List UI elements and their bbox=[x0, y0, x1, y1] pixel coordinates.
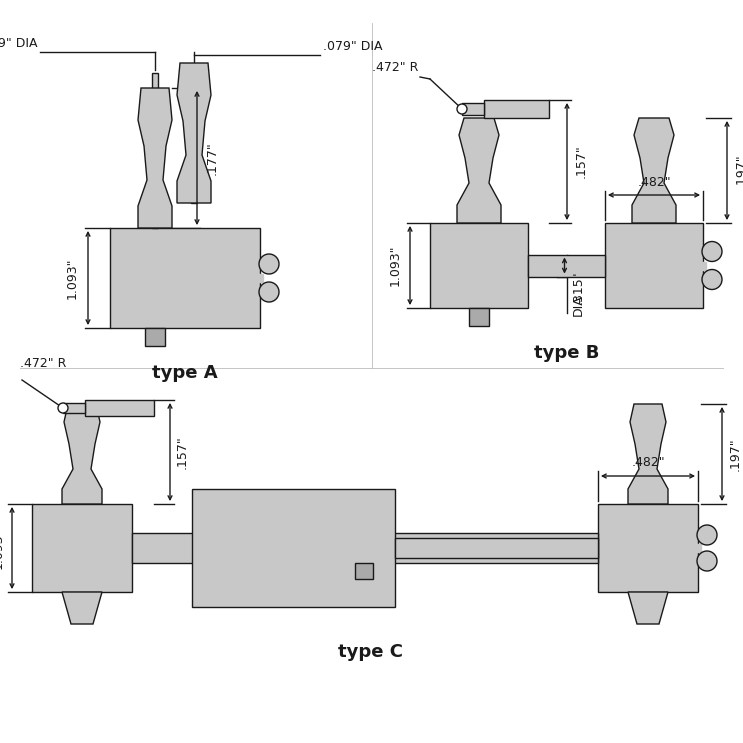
Bar bbox=[484, 100, 549, 118]
Bar bbox=[191, 73, 197, 203]
Bar bbox=[192, 489, 395, 607]
Circle shape bbox=[457, 104, 467, 114]
Polygon shape bbox=[457, 118, 501, 223]
Circle shape bbox=[702, 270, 722, 290]
Text: 1.093": 1.093" bbox=[389, 244, 401, 286]
Bar bbox=[63, 403, 85, 413]
Bar bbox=[152, 73, 158, 228]
Text: .079" DIA: .079" DIA bbox=[0, 37, 37, 50]
Text: .197": .197" bbox=[728, 437, 742, 471]
Bar bbox=[354, 563, 372, 579]
Polygon shape bbox=[62, 592, 102, 624]
Circle shape bbox=[697, 551, 717, 571]
Bar bbox=[110, 228, 260, 328]
Bar bbox=[528, 255, 605, 276]
Circle shape bbox=[702, 241, 722, 262]
Text: type C: type C bbox=[337, 643, 403, 661]
Bar bbox=[598, 504, 698, 592]
Circle shape bbox=[259, 254, 279, 274]
Text: .315": .315" bbox=[572, 270, 585, 305]
Circle shape bbox=[259, 282, 279, 302]
Polygon shape bbox=[632, 118, 676, 223]
Bar bbox=[701, 262, 706, 270]
Bar bbox=[395, 538, 598, 558]
Text: .177": .177" bbox=[206, 141, 218, 175]
Bar bbox=[32, 504, 132, 592]
Text: 1.093": 1.093" bbox=[0, 528, 4, 568]
Bar bbox=[145, 328, 165, 346]
Bar bbox=[469, 308, 489, 326]
Text: type B: type B bbox=[534, 344, 600, 362]
Circle shape bbox=[58, 403, 68, 413]
Text: type A: type A bbox=[152, 364, 218, 382]
Text: .197": .197" bbox=[735, 154, 743, 187]
Polygon shape bbox=[138, 88, 172, 228]
Bar bbox=[696, 544, 701, 552]
Text: .157": .157" bbox=[175, 435, 189, 469]
Bar bbox=[258, 274, 263, 282]
Text: 1.093": 1.093" bbox=[65, 257, 79, 299]
Polygon shape bbox=[628, 404, 668, 504]
Bar bbox=[85, 400, 154, 416]
Text: .157": .157" bbox=[574, 145, 588, 178]
Text: .472" R: .472" R bbox=[372, 61, 418, 74]
Text: .482": .482" bbox=[632, 455, 665, 469]
Text: .079" DIA: .079" DIA bbox=[323, 40, 383, 53]
Text: .482": .482" bbox=[637, 177, 671, 189]
Polygon shape bbox=[177, 63, 211, 203]
Bar bbox=[605, 223, 703, 308]
Polygon shape bbox=[628, 592, 668, 624]
Text: .472" R: .472" R bbox=[20, 357, 66, 370]
Polygon shape bbox=[62, 404, 102, 504]
Bar bbox=[132, 533, 598, 563]
Text: DIA: DIA bbox=[572, 295, 585, 317]
Bar bbox=[430, 223, 528, 308]
Circle shape bbox=[697, 525, 717, 545]
Bar bbox=[462, 103, 484, 115]
